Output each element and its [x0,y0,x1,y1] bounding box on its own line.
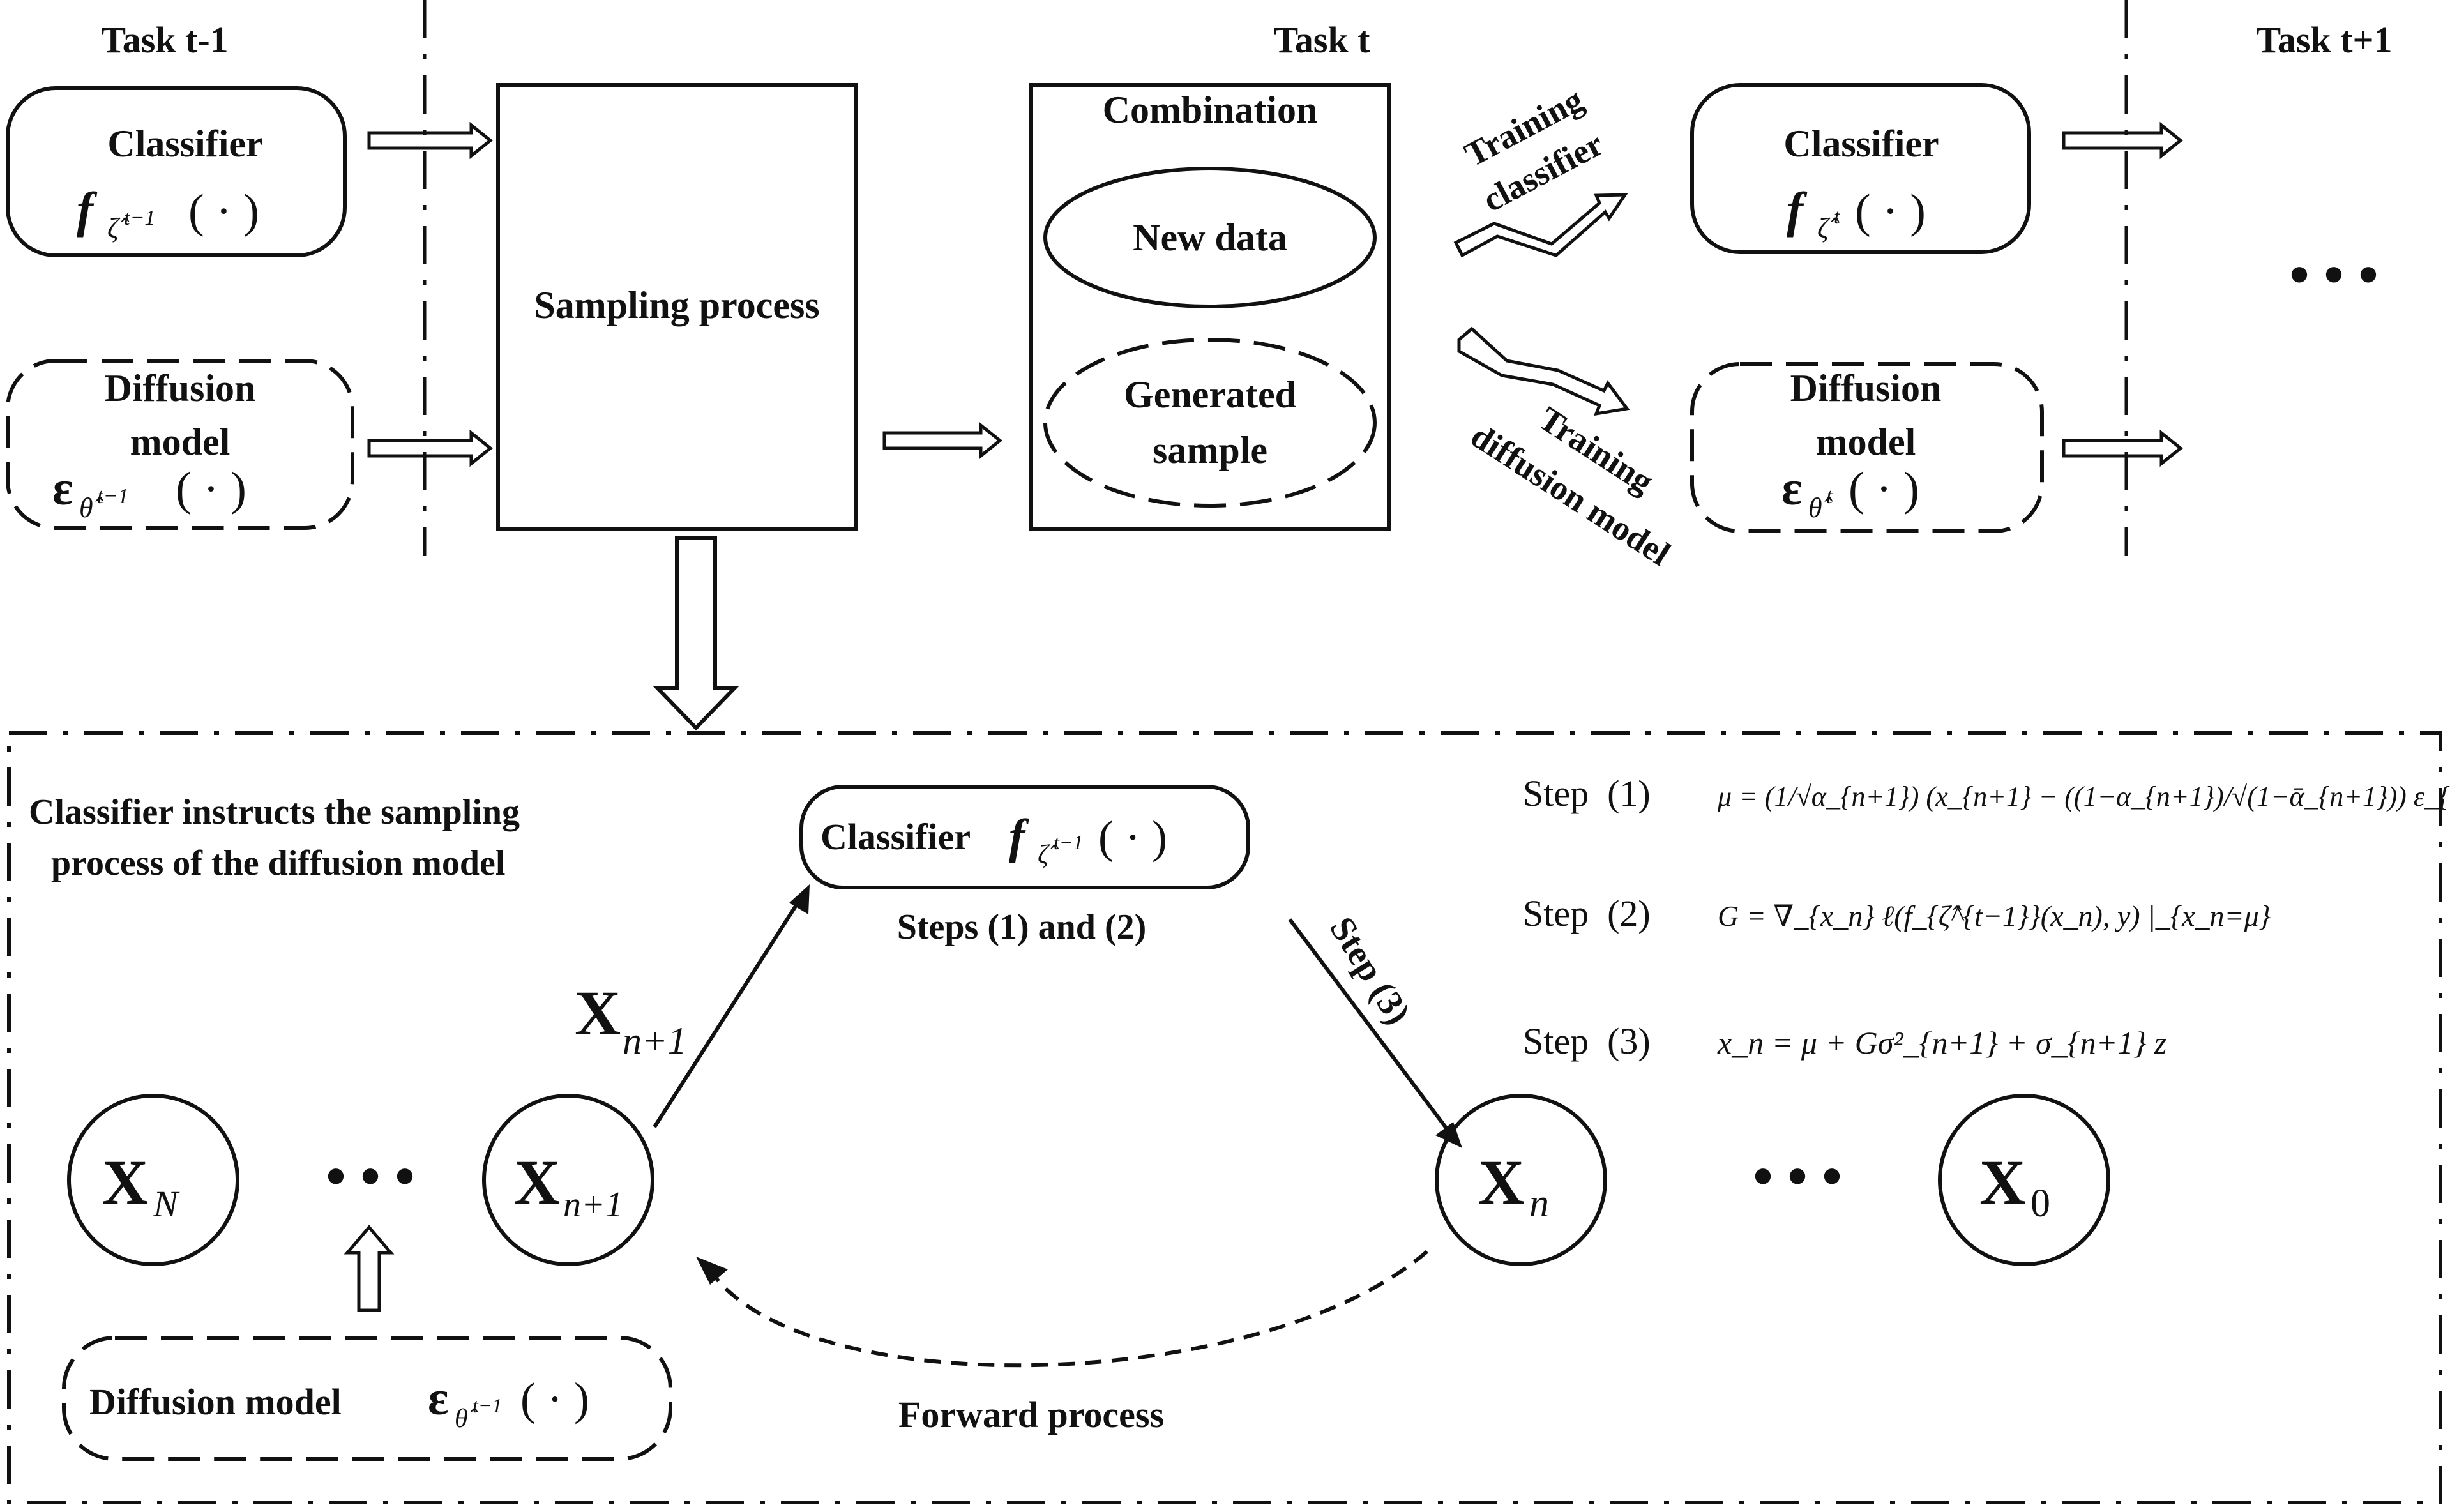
bottom-title-1: Classifier instructs the sampling [29,792,520,832]
svg-text:f: f [1009,810,1029,863]
generated-sample-label-1: Generated [1124,374,1296,416]
arrow-classifier-to-sampling [367,121,494,160]
svg-text:t−1: t−1 [124,206,155,230]
svg-text:( · ): ( · ) [176,463,246,515]
step-3-label-text: Step (3) [1523,1020,1651,1062]
task-next-label: Task t+1 [2256,19,2392,61]
arrow-sampling-down [653,536,739,731]
svg-text:n: n [1529,1182,1549,1225]
prev-diffusion-label-2: model [130,421,231,463]
svg-text:t−1: t−1 [473,1394,502,1417]
prev-classifier-label: Classifier [107,123,262,165]
new-data-label: New data [1133,216,1287,259]
svg-text:( · ): ( · ) [188,185,259,238]
arrow-sampling-to-combination [882,421,1003,460]
prev-classifier-formula: f ζ̂ t−1 ( · ) [77,182,259,244]
svg-text:f: f [77,182,98,238]
step-3-label: Step (3) [1322,911,1418,1032]
prev-diffusion-box [6,359,354,530]
svg-text:f: f [1787,182,1808,238]
arrow-next-classifier-out [2062,121,2184,160]
bottom-panel-frame [7,731,2442,1504]
node-xN: X N [67,1094,239,1266]
combination-box [1029,83,1391,531]
arrow-next-diffusion-out [2062,429,2184,467]
step-2-label: Step (2) [1523,893,1651,934]
next-diffusion-label-1: Diffusion [1790,367,1942,409]
bottom-title-2: process of the diffusion model [51,843,505,883]
svg-text:t: t [1834,205,1841,229]
arrow-diffusion-up [344,1225,395,1312]
training-classifier-arrow [1453,193,1628,258]
guide-classifier-box [799,785,1250,889]
training-diffusion-arrow [1457,326,1630,416]
svg-text:( · ): ( · ) [1098,812,1167,863]
svg-text:N: N [153,1183,180,1225]
svg-text:Classifier: Classifier [820,816,971,858]
svg-text:Diffusion model: Diffusion model [89,1381,342,1423]
svg-text:t−1: t−1 [1054,831,1083,854]
node-xnp1: X n+1 [482,1094,654,1266]
new-data-ellipse [1043,167,1377,308]
next-classifier-label: Classifier [1783,123,1939,165]
svg-text:( · ): ( · ) [1849,463,1919,515]
svg-text:X: X [575,978,621,1048]
step-1-row: Step (1) μ = (1/√α_{n+1}) (x_{n+1} − ((1… [1523,773,2450,814]
bottom-diffusion-box [62,1336,672,1461]
dots-right: • • • [1753,1145,1842,1208]
dots-left: • • • [326,1145,415,1208]
x-np1-arrow-label: X n+1 [575,978,687,1062]
node-x0: X 0 [1938,1094,2110,1266]
svg-text:ε: ε [428,1372,448,1425]
step-3-row: Step (3) x_n = μ + Gσ²_{n+1} + σ_{n+1} z [1523,1020,2166,1062]
arrow-diffusion-to-sampling [367,429,494,467]
svg-text:n+1: n+1 [563,1185,623,1225]
forward-process-label: Forward process [898,1394,1164,1435]
guide-classifier-label: Classifier f ζ̂ t−1 ( · ) [820,810,1167,870]
task-curr-label: Task t [1273,19,1370,61]
prev-diffusion-formula: ε θ̂ t−1 ( · ) [52,462,246,524]
svg-text:X: X [1478,1147,1524,1218]
svg-text:ε: ε [52,462,73,515]
prev-diffusion-label-1: Diffusion [105,367,256,409]
svg-text:ε: ε [1781,462,1802,515]
step-1-label: Step (1) [1523,773,1651,814]
forward-process-arrow [696,1250,1428,1368]
svg-text:X: X [102,1147,148,1218]
prev-classifier-box [6,86,347,257]
next-task-ellipsis: • • • [2289,243,2378,306]
next-classifier-formula: f ζ̂ t ( · ) [1787,182,1926,244]
step-3-formula: x_n = μ + Gσ²_{n+1} + σ_{n+1} z [1717,1025,2166,1061]
sampling-process-box [496,83,858,531]
step-2-row: Step (2) G = ∇_{x_n} ℓ(f_{ζ̂^{t−1}}(x_n)… [1523,893,2271,934]
svg-text:n+1: n+1 [623,1020,687,1062]
svg-text:X: X [514,1147,560,1218]
svg-text:0: 0 [2030,1182,2050,1225]
next-diffusion-formula: ε θ̂ t ( · ) [1781,462,1919,524]
steps-1-2-label: Steps (1) and (2) [897,907,1146,947]
svg-text:t−1: t−1 [97,485,128,508]
task-prev-label: Task t-1 [101,19,228,61]
bottom-diffusion-label: Diffusion model ε θ̂ t−1 ( · ) [89,1372,589,1433]
sampling-process-label: Sampling process [534,284,819,326]
svg-text:( · ): ( · ) [520,1373,589,1425]
svg-text:t: t [1826,485,1833,508]
next-diffusion-box [1690,362,2044,533]
step-1-formula: μ = (1/√α_{n+1}) (x_{n+1} − ((1−α_{n+1})… [1717,781,2450,812]
combination-title: Combination [1103,89,1318,131]
arrow-xnp1-to-classifier [653,884,810,1128]
generated-sample-label-2: sample [1153,429,1267,471]
svg-text:X: X [1979,1147,2025,1218]
svg-text:( · ): ( · ) [1855,185,1926,238]
node-xn: X n [1435,1094,1607,1266]
next-classifier-box [1690,83,2031,254]
next-diffusion-label-2: model [1816,421,1916,463]
generated-sample-ellipse [1043,338,1377,508]
step-2-formula: G = ∇_{x_n} ℓ(f_{ζ̂^{t−1}}(x_n), y) |_{x… [1718,900,2271,932]
